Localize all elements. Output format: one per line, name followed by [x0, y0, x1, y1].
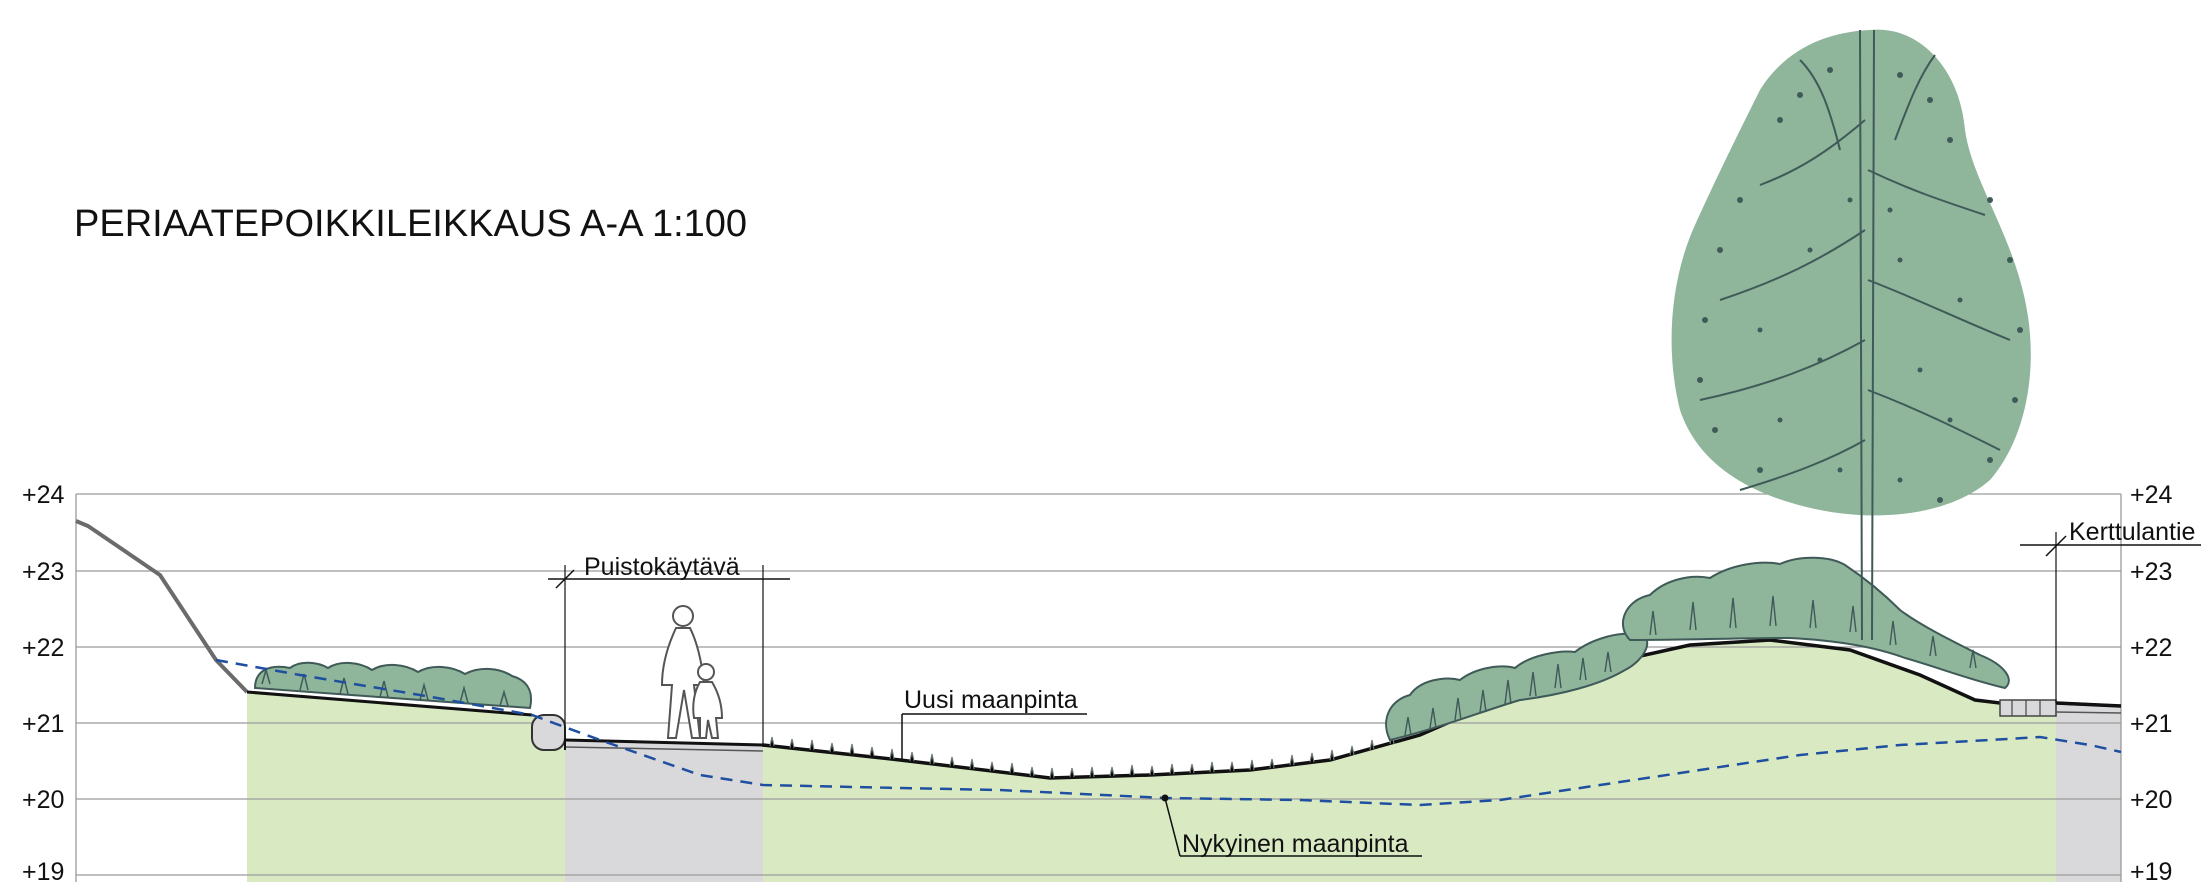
- shrub-icon: [1385, 632, 1649, 742]
- elevation-label-left: +20: [22, 786, 64, 814]
- elevation-label-left: +24: [22, 481, 65, 509]
- kerttulantie-text: Kerttulantie: [2069, 518, 2195, 546]
- existing-slope-line: [75, 519, 249, 694]
- new-ground-main-fill: [763, 640, 2056, 882]
- puistokaytava-text: Puistokäytävä: [584, 553, 740, 581]
- path-paved-fill: [565, 740, 763, 882]
- elevation-labels-right: +24 +23 +22 +21 +20 +19: [2130, 481, 2173, 882]
- label-uusi-maanpinta: Uusi maanpinta: [901, 686, 1087, 760]
- label-kerttulantie: Kerttulantie: [2020, 518, 2201, 703]
- elevation-label-right: +21: [2130, 710, 2172, 738]
- tree-icon: [1671, 29, 2031, 641]
- label-puistokaytava: Puistokäytävä: [548, 553, 790, 747]
- elevation-label-left: +21: [22, 710, 64, 738]
- label-nykyinen-maanpinta: Nykyinen maanpinta: [1164, 797, 1422, 858]
- elevation-label-right: +23: [2130, 558, 2172, 586]
- elevation-label-left: +19: [22, 858, 64, 882]
- elevation-label-right: +22: [2130, 634, 2172, 662]
- pedestrians-icon: [660, 605, 724, 739]
- elevation-label-right: +20: [2130, 786, 2172, 814]
- nykyinen-maanpinta-text: Nykyinen maanpinta: [1182, 830, 1409, 858]
- new-ground-line-left: [246, 690, 533, 717]
- existing-ground-line: [215, 658, 2122, 807]
- elevation-label-right: +24: [2130, 481, 2173, 509]
- elevation-label-left: +22: [22, 634, 64, 662]
- elevation-labels-left: +24 +23 +22 +21 +20 +19: [22, 481, 65, 882]
- shrub-icon: [1621, 556, 2010, 690]
- uusi-maanpinta-text: Uusi maanpinta: [904, 686, 1078, 714]
- road-paved-fill: [2056, 703, 2121, 882]
- elevation-label-right: +19: [2130, 858, 2172, 882]
- new-ground-left-fill: [247, 692, 565, 882]
- elevation-grid: [75, 493, 2122, 882]
- elevation-label-left: +23: [22, 558, 64, 586]
- road-curb: [1999, 699, 2122, 717]
- drain-culvert: [531, 714, 566, 751]
- drawing-title: PERIAATEPOIKKILEIKKAUS A-A 1:100: [74, 203, 747, 245]
- grass-strip: [769, 734, 1395, 779]
